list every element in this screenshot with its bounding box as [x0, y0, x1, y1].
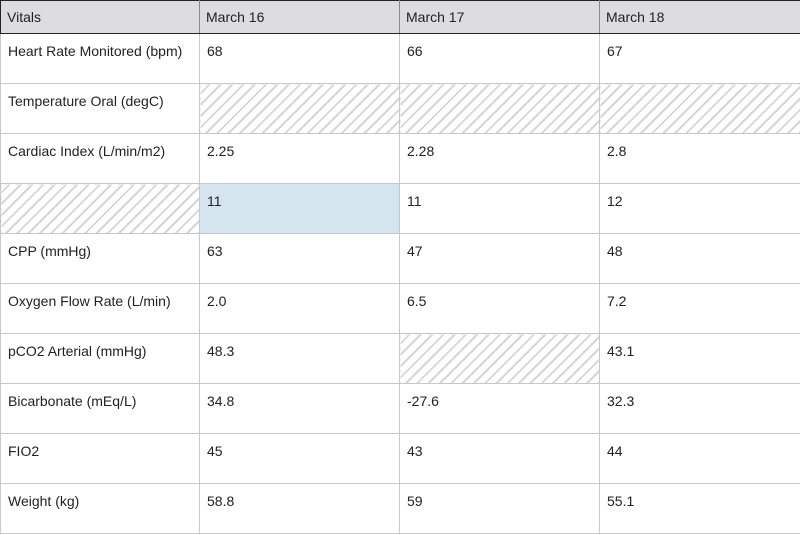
vital-label[interactable]: pCO2 Arterial (mmHg) — [0, 333, 200, 384]
table-cell[interactable]: 45 — [199, 433, 400, 484]
table-cell[interactable]: 2.0 — [199, 283, 400, 334]
table-cell[interactable]: 67 — [599, 33, 800, 84]
vital-label[interactable]: Cardiac Index (L/min/m2) — [0, 133, 200, 184]
table-row: Cardiac Index (L/min/m2) 2.25 2.28 2.8 — [0, 133, 800, 184]
table-row: pCO2 Arterial (mmHg) 48.3 43.1 — [0, 333, 800, 384]
table-row: Bicarbonate (mEq/L) 34.8 -27.6 32.3 — [0, 383, 800, 434]
table-cell[interactable]: 48.3 — [199, 333, 400, 384]
vital-label[interactable]: CPP (mmHg) — [0, 233, 200, 284]
table-row: Oxygen Flow Rate (L/min) 2.0 6.5 7.2 — [0, 283, 800, 334]
table-row: Weight (kg) 58.8 59 55.1 — [0, 483, 800, 534]
header-march-16[interactable]: March 16 — [199, 0, 400, 34]
empty-label-cell[interactable] — [0, 183, 200, 234]
empty-cell[interactable] — [199, 83, 400, 134]
table-cell[interactable]: 7.2 — [599, 283, 800, 334]
vital-label[interactable]: Heart Rate Monitored (bpm) — [0, 33, 200, 84]
table-row: Temperature Oral (degC) — [0, 83, 800, 134]
table-row: FIO2 45 43 44 — [0, 433, 800, 484]
vital-label[interactable]: Bicarbonate (mEq/L) — [0, 383, 200, 434]
table-row: 11 11 12 — [0, 183, 800, 234]
table-cell[interactable]: 11 — [399, 183, 600, 234]
table-cell[interactable]: 48 — [599, 233, 800, 284]
empty-cell[interactable] — [399, 83, 600, 134]
table-cell[interactable]: 58.8 — [199, 483, 400, 534]
table-cell[interactable]: 55.1 — [599, 483, 800, 534]
table-cell[interactable]: 2.25 — [199, 133, 400, 184]
table-cell[interactable]: 34.8 — [199, 383, 400, 434]
table-cell[interactable]: 2.8 — [599, 133, 800, 184]
empty-cell[interactable] — [399, 333, 600, 384]
table-cell[interactable]: 44 — [599, 433, 800, 484]
table-cell[interactable]: 32.3 — [599, 383, 800, 434]
table-cell[interactable]: -27.6 — [399, 383, 600, 434]
empty-cell[interactable] — [599, 83, 800, 134]
table-row: Heart Rate Monitored (bpm) 68 66 67 — [0, 33, 800, 84]
vital-label[interactable]: Temperature Oral (degC) — [0, 83, 200, 134]
vital-label[interactable]: FIO2 — [0, 433, 200, 484]
table-cell[interactable]: 2.28 — [399, 133, 600, 184]
header-march-17[interactable]: March 17 — [399, 0, 600, 34]
header-vitals[interactable]: Vitals — [0, 0, 200, 34]
table-cell[interactable]: 68 — [199, 33, 400, 84]
header-row: Vitals March 16 March 17 March 18 — [0, 0, 800, 34]
table-cell[interactable]: 47 — [399, 233, 600, 284]
table-cell[interactable]: 66 — [399, 33, 600, 84]
header-march-18[interactable]: March 18 — [599, 0, 800, 34]
table-row: CPP (mmHg) 63 47 48 — [0, 233, 800, 284]
table-cell[interactable]: 6.5 — [399, 283, 600, 334]
table-cell[interactable]: 43.1 — [599, 333, 800, 384]
table-cell[interactable]: 12 — [599, 183, 800, 234]
table-cell[interactable]: 59 — [399, 483, 600, 534]
table-cell[interactable]: 63 — [199, 233, 400, 284]
selected-cell[interactable]: 11 — [199, 183, 400, 234]
table-cell[interactable]: 43 — [399, 433, 600, 484]
vital-label[interactable]: Oxygen Flow Rate (L/min) — [0, 283, 200, 334]
vital-label[interactable]: Weight (kg) — [0, 483, 200, 534]
